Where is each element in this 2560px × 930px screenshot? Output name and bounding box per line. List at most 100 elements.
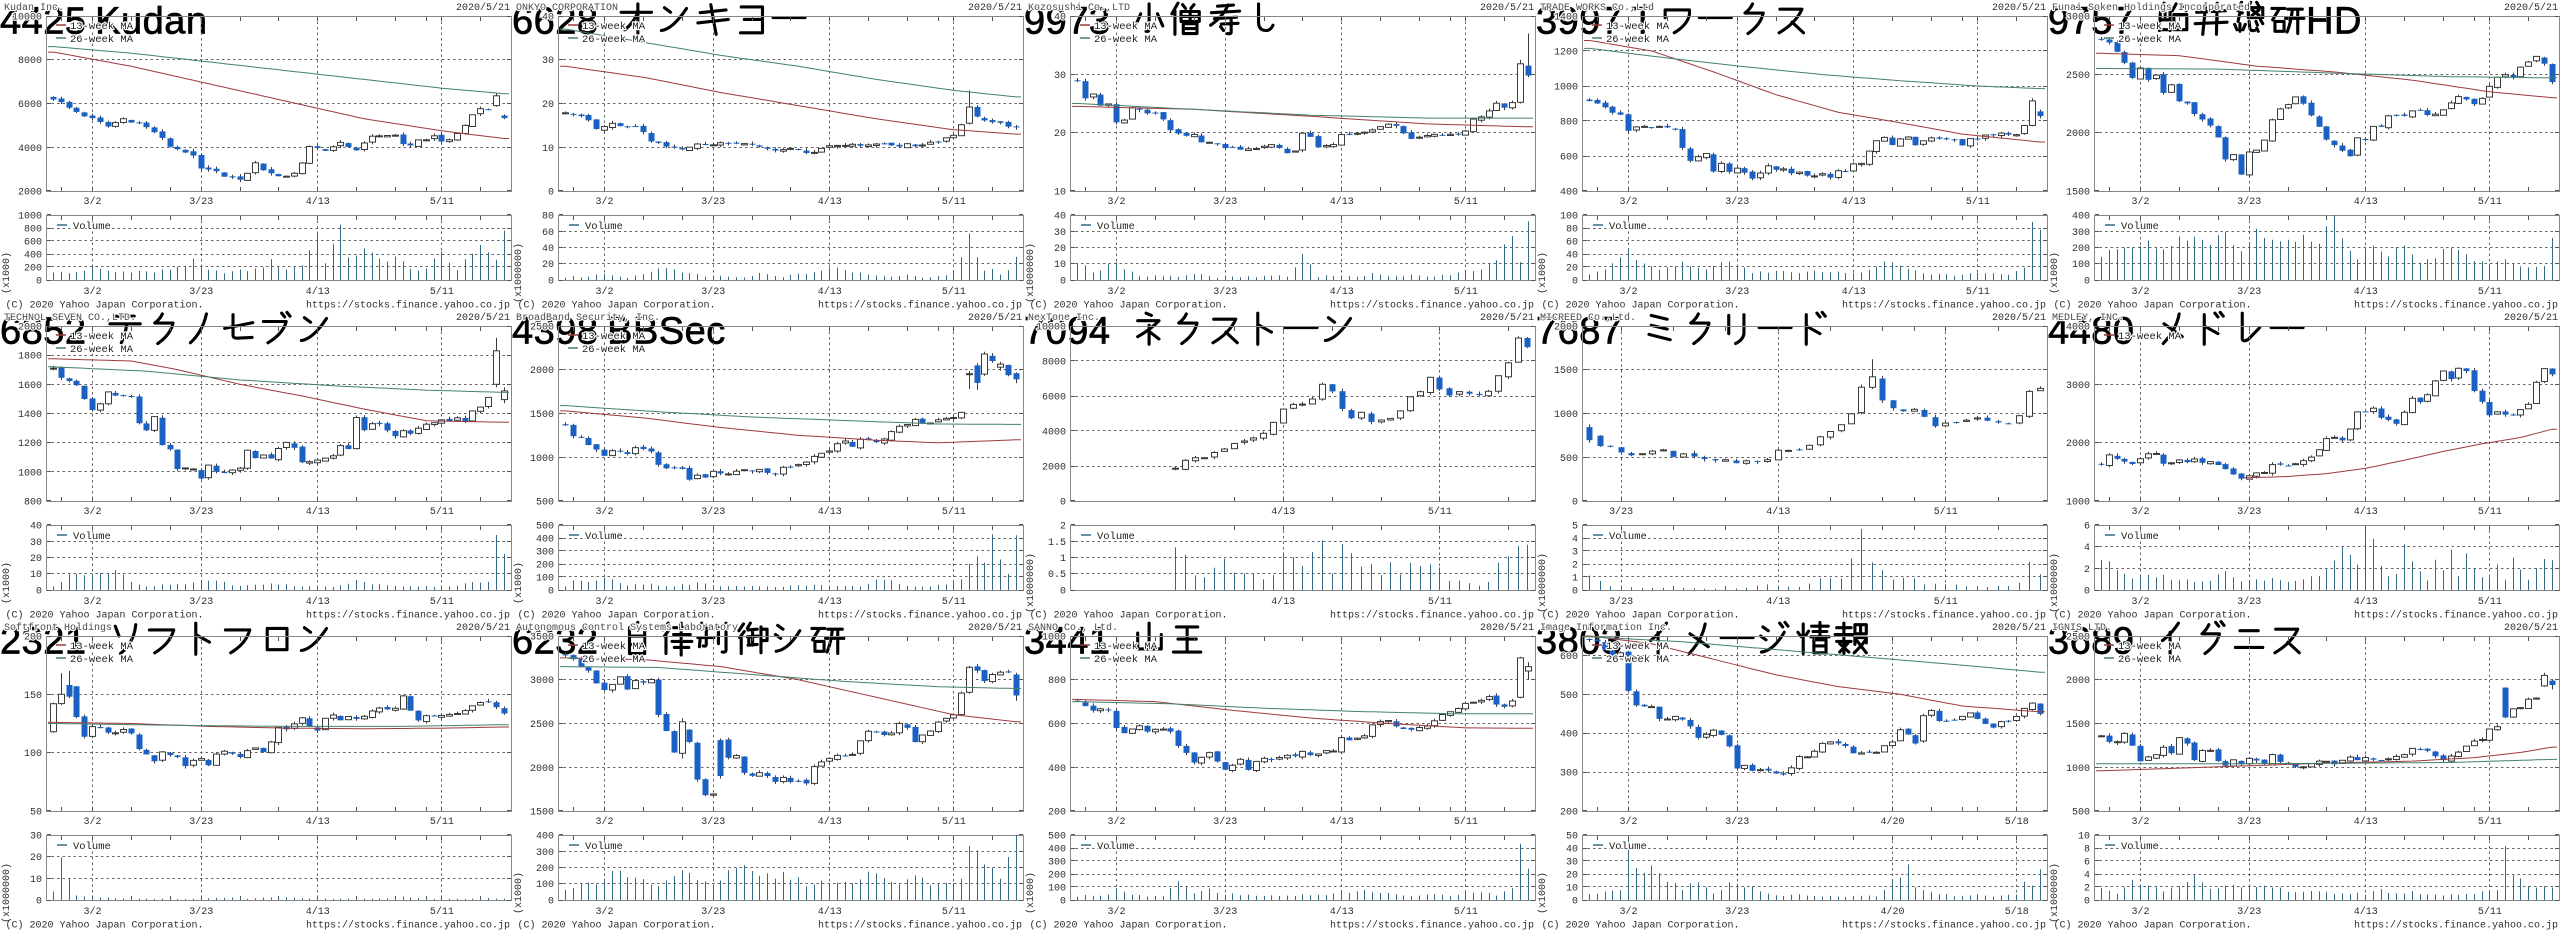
svg-text:(C) 2020 Yahoo Japan Corporati: (C) 2020 Yahoo Japan Corporation. [1030, 300, 1228, 311]
svg-text:10: 10 [30, 875, 42, 886]
svg-text:(x1000): (x1000) [1537, 252, 1549, 294]
svg-text:5/11: 5/11 [942, 596, 966, 608]
svg-text:13-week MA: 13-week MA [2118, 331, 2182, 343]
svg-text:https://stocks.finance.yahoo.c: https://stocks.finance.yahoo.co.jp [818, 920, 1022, 930]
svg-text:0: 0 [36, 897, 42, 908]
svg-text:4/13: 4/13 [2354, 196, 2378, 208]
svg-text:40: 40 [542, 13, 554, 24]
svg-text:2020/5/21: 2020/5/21 [1480, 2, 1534, 14]
svg-text:3/23: 3/23 [189, 196, 213, 208]
svg-text:300: 300 [536, 848, 554, 859]
svg-text:Volume: Volume [73, 221, 111, 233]
svg-text:0: 0 [1572, 277, 1578, 288]
svg-text:4/13: 4/13 [1842, 196, 1866, 208]
svg-text:6000: 6000 [18, 100, 42, 111]
svg-text:(C) 2020 Yahoo Japan Corporati: (C) 2020 Yahoo Japan Corporation. [6, 920, 204, 930]
svg-text:2: 2 [2084, 565, 2090, 576]
svg-text:3000: 3000 [530, 676, 554, 687]
svg-text:3997: 3997 [1536, 1, 1634, 43]
svg-text:80: 80 [542, 212, 554, 223]
svg-text:5/11: 5/11 [942, 506, 966, 518]
svg-text:9757: 9757 [2048, 1, 2146, 43]
svg-text:HD: HD [2306, 1, 2362, 43]
svg-text:1: 1 [1572, 574, 1578, 585]
svg-text:0: 0 [548, 897, 554, 908]
svg-text:400: 400 [1048, 845, 1066, 856]
svg-text:TRADE WORKS Co.,Ltd: TRADE WORKS Co.,Ltd [1540, 2, 1654, 14]
svg-text:400: 400 [1560, 188, 1578, 199]
svg-text:2500: 2500 [530, 323, 554, 334]
svg-text:26-week MA: 26-week MA [70, 344, 134, 356]
svg-text:8000: 8000 [18, 56, 42, 67]
svg-text:BroadBand Security, Inc.: BroadBand Security, Inc. [516, 312, 660, 324]
svg-text:3/23: 3/23 [1725, 196, 1749, 208]
svg-text:5/11: 5/11 [1966, 286, 1990, 298]
svg-text:60: 60 [1566, 238, 1578, 249]
svg-text:3/23: 3/23 [1725, 816, 1749, 828]
svg-text:26-week MA: 26-week MA [70, 34, 134, 46]
svg-text:500: 500 [1560, 691, 1578, 702]
svg-text:5/11: 5/11 [2478, 596, 2502, 608]
svg-text:Volume: Volume [73, 531, 111, 543]
svg-text:26-week MA: 26-week MA [2118, 654, 2182, 666]
svg-text:(C) 2020 Yahoo Japan Corporati: (C) 2020 Yahoo Japan Corporation. [1030, 920, 1228, 930]
svg-text:3/23: 3/23 [701, 286, 725, 298]
svg-text:0: 0 [36, 587, 42, 598]
svg-text:Volume: Volume [585, 841, 623, 853]
svg-text:80: 80 [1566, 225, 1578, 236]
svg-text:0: 0 [2084, 277, 2090, 288]
svg-text:400: 400 [2072, 212, 2090, 223]
svg-text:300: 300 [1048, 858, 1066, 869]
svg-text:400: 400 [1560, 730, 1578, 741]
svg-text:(C) 2020 Yahoo Japan Corporati: (C) 2020 Yahoo Japan Corporation. [518, 610, 716, 621]
svg-text:3/23: 3/23 [2237, 816, 2261, 828]
svg-text:2500: 2500 [530, 720, 554, 731]
svg-text:2000: 2000 [530, 366, 554, 377]
svg-text:26-week MA: 26-week MA [582, 34, 646, 46]
svg-text:NexTone Inc.: NexTone Inc. [1028, 313, 1100, 324]
svg-text:3/2: 3/2 [1619, 196, 1637, 208]
svg-text:200: 200 [24, 264, 42, 275]
svg-text:6: 6 [2084, 522, 2090, 533]
svg-text:5/11: 5/11 [430, 286, 454, 298]
svg-text:8: 8 [2084, 845, 2090, 856]
svg-text:Volume: Volume [1609, 841, 1647, 853]
svg-text:3/2: 3/2 [2131, 506, 2149, 518]
svg-text:https://stocks.finance.yahoo.c: https://stocks.finance.yahoo.co.jp [1330, 300, 1534, 311]
svg-text:1400: 1400 [18, 410, 42, 421]
svg-text:Autonomous Control Systems Lab: Autonomous Control Systems Laboratory [516, 622, 738, 634]
svg-text:4/13: 4/13 [306, 906, 330, 918]
svg-text:40: 40 [1566, 251, 1578, 262]
svg-text:1.5: 1.5 [1048, 538, 1066, 549]
svg-text:TECHNOL SEVEN CO.,LTD.: TECHNOL SEVEN CO.,LTD. [4, 313, 136, 324]
svg-text:3/2: 3/2 [1107, 816, 1125, 828]
svg-text:3000: 3000 [2066, 381, 2090, 392]
svg-text:13-week MA: 13-week MA [2118, 21, 2182, 33]
svg-text:3/2: 3/2 [2131, 196, 2149, 208]
svg-text:https://stocks.finance.yahoo.c: https://stocks.finance.yahoo.co.jp [2354, 300, 2558, 311]
svg-text:Volume: Volume [585, 531, 623, 543]
svg-text:6232: 6232 [512, 621, 610, 663]
svg-text:20: 20 [542, 260, 554, 271]
svg-text:(x1000): (x1000) [2049, 252, 2061, 294]
svg-text:2: 2 [2084, 884, 2090, 895]
svg-text:10: 10 [2078, 832, 2090, 843]
svg-text:600: 600 [24, 238, 42, 249]
svg-text:3: 3 [1572, 548, 1578, 559]
svg-text:https://stocks.finance.yahoo.c: https://stocks.finance.yahoo.co.jp [306, 300, 510, 311]
svg-text:1500: 1500 [530, 808, 554, 819]
svg-text:Image Information Inc.: Image Information Inc. [1540, 622, 1672, 634]
svg-text:Volume: Volume [585, 221, 623, 233]
svg-text:100: 100 [536, 574, 554, 585]
svg-text:200: 200 [536, 864, 554, 875]
svg-text:0: 0 [548, 277, 554, 288]
svg-text:3/23: 3/23 [2237, 906, 2261, 918]
svg-text:4000: 4000 [18, 144, 42, 155]
svg-text:4000: 4000 [1042, 428, 1066, 439]
svg-text:600: 600 [1560, 652, 1578, 663]
svg-text:500: 500 [1560, 454, 1578, 465]
svg-text:60: 60 [542, 228, 554, 239]
svg-text:5/11: 5/11 [1934, 506, 1958, 518]
svg-text:500: 500 [1048, 832, 1066, 843]
svg-text:(x1000): (x1000) [513, 872, 525, 914]
